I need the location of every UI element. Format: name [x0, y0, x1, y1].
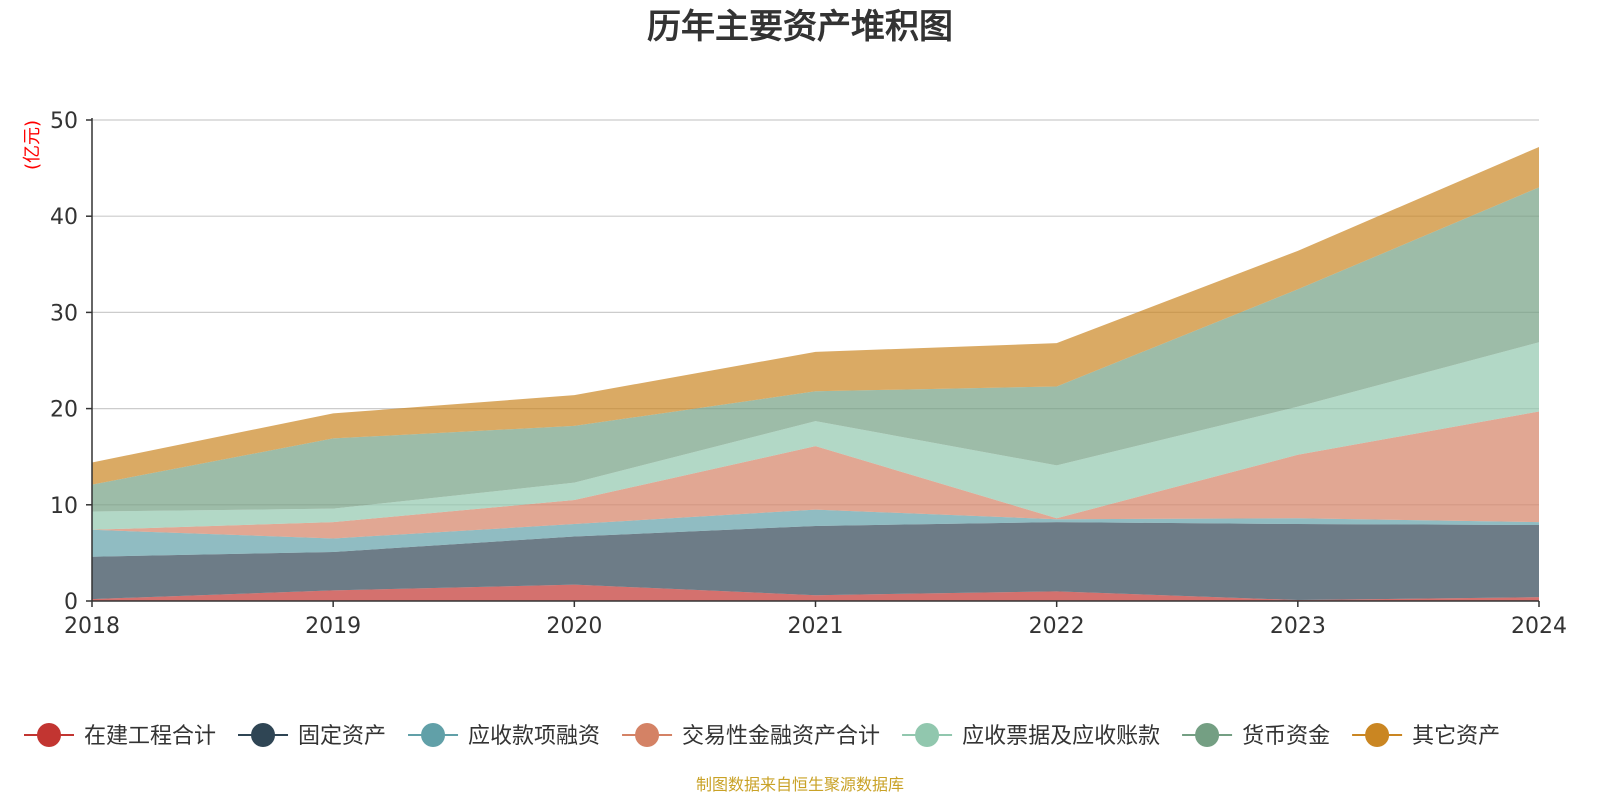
legend-item[interactable]: 应收款项融资	[408, 723, 600, 749]
area-series-group	[92, 146, 1539, 601]
axes: 0 10 20 30 40 50 2018 2019 2020 2021 2022 2023 2024	[50, 109, 1567, 639]
area-series-在建工程合计	[92, 584, 1539, 601]
y-tick-label: 40	[50, 205, 78, 230]
legend[interactable]: 在建工程合计 固定资产 应收款项融资 交易性金融资产合计 应收票据及应收账款 货币资金 其它…	[24, 723, 1500, 749]
legend-item[interactable]: 其它资产	[1352, 723, 1500, 749]
area-series-交易性金融资产合计	[92, 411, 1539, 539]
x-tick-label: 2018	[64, 614, 120, 639]
chart-title: 历年主要资产堆积图	[647, 7, 953, 47]
legend-marker-icon	[1365, 723, 1390, 747]
y-axis-unit-label: (亿元)	[22, 120, 43, 170]
source-note: 制图数据来自恒生聚源数据库	[696, 775, 904, 794]
y-tick-label: 0	[64, 590, 78, 615]
legend-item[interactable]: 应收票据及应收账款	[902, 723, 1160, 749]
legend-marker-icon	[421, 723, 446, 747]
x-tick-label: 2021	[788, 614, 844, 639]
y-tick-label: 20	[50, 398, 78, 423]
legend-label: 交易性金融资产合计	[682, 724, 880, 749]
area-series-其它资产	[92, 146, 1539, 485]
x-tick-label: 2019	[305, 614, 361, 639]
legend-marker-icon	[635, 723, 660, 747]
legend-label: 货币资金	[1242, 724, 1330, 749]
legend-marker-icon	[251, 723, 276, 747]
legend-label: 应收款项融资	[468, 724, 600, 749]
legend-marker-icon	[1195, 723, 1220, 747]
legend-item[interactable]: 交易性金融资产合计	[622, 723, 880, 749]
y-tick-label: 50	[50, 109, 78, 134]
legend-item[interactable]: 货币资金	[1182, 723, 1330, 749]
x-tick-label: 2023	[1270, 614, 1326, 639]
area-series-应收款项融资	[92, 509, 1539, 557]
y-tick-label: 10	[50, 494, 78, 519]
legend-label: 其它资产	[1412, 724, 1500, 749]
x-tick-label: 2024	[1511, 614, 1567, 639]
area-series-应收票据及应收账款	[92, 342, 1539, 530]
legend-marker-icon	[915, 723, 940, 747]
y-tick-label: 30	[50, 301, 78, 326]
legend-label: 固定资产	[298, 724, 386, 749]
area-series-固定资产	[92, 522, 1539, 601]
legend-marker-icon	[37, 723, 61, 747]
legend-item[interactable]: 固定资产	[238, 723, 386, 749]
x-tick-label: 2020	[546, 614, 602, 639]
x-tick-label: 2022	[1029, 614, 1085, 639]
legend-label: 应收票据及应收账款	[962, 724, 1160, 749]
legend-label: 在建工程合计	[84, 724, 216, 749]
legend-item[interactable]: 在建工程合计	[24, 723, 216, 749]
area-series-货币资金	[92, 187, 1539, 512]
